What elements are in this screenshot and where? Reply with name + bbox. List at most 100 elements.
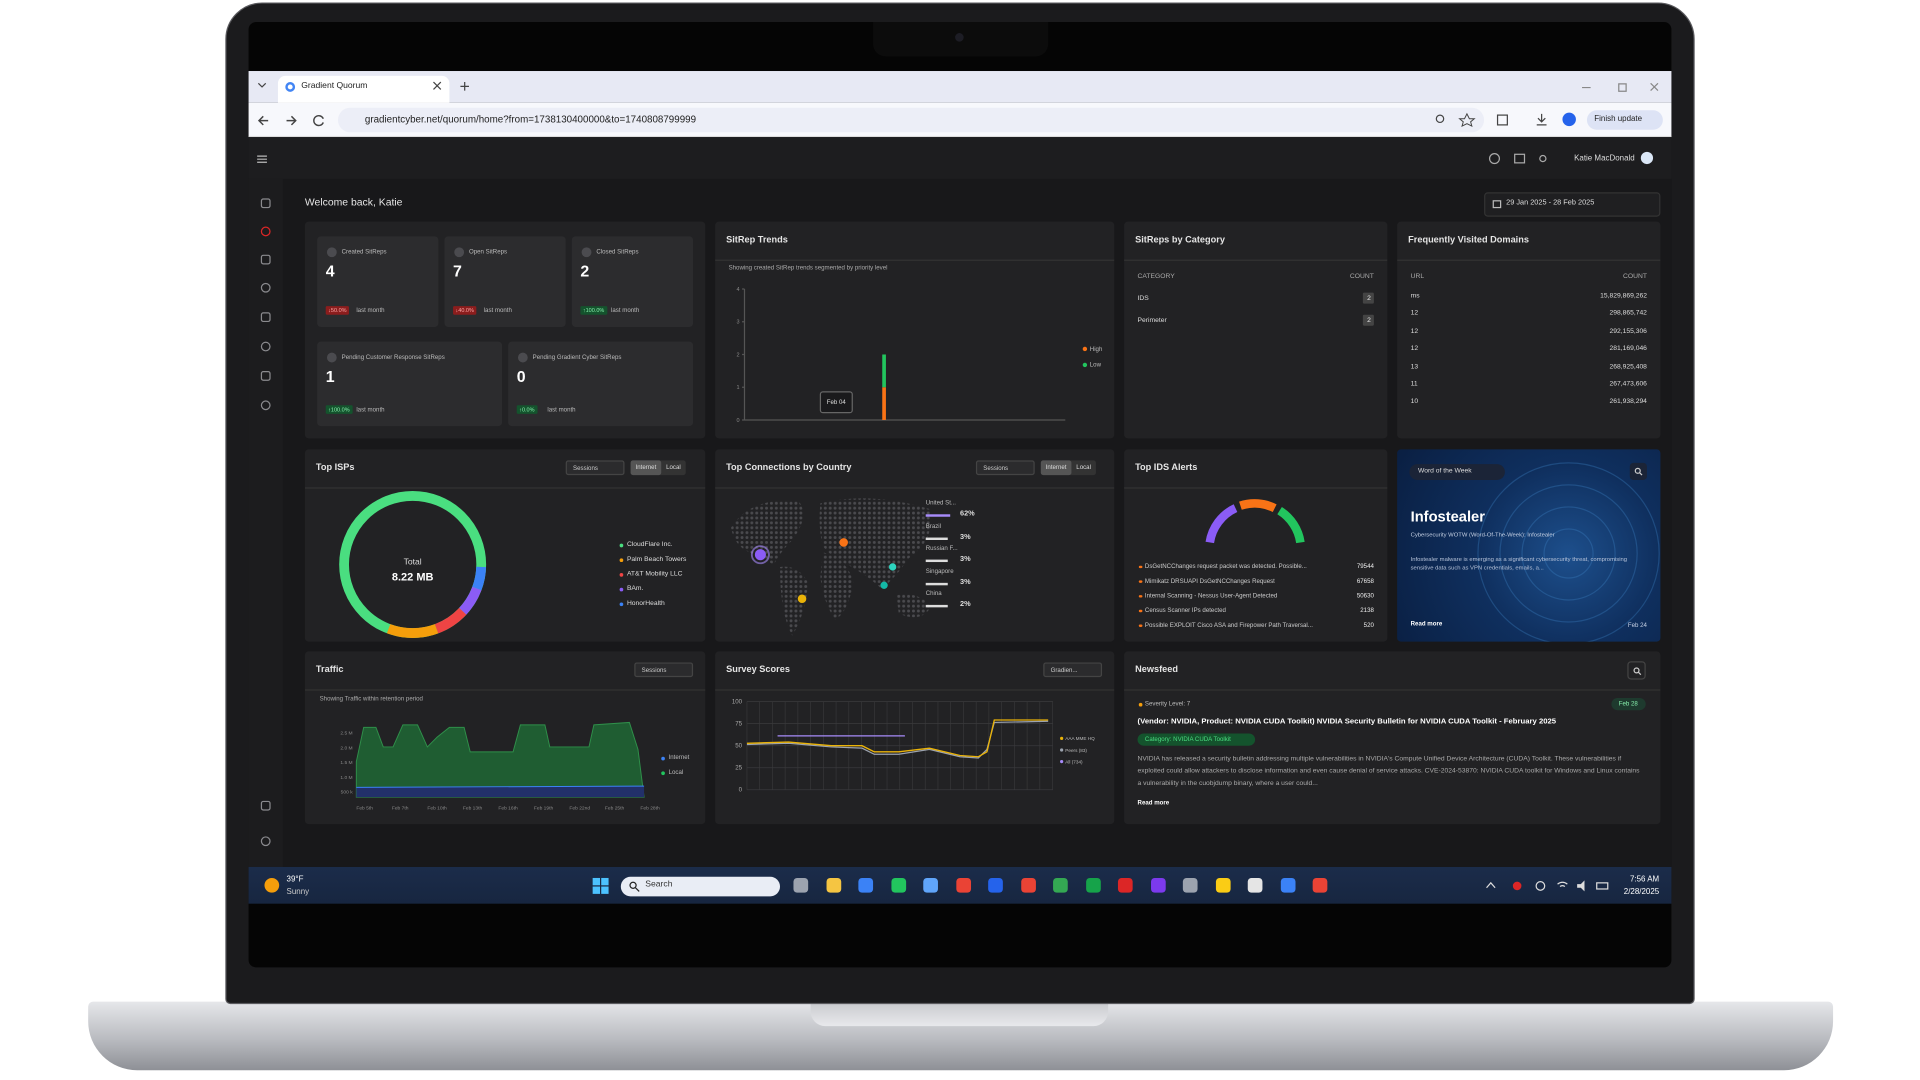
taskbar-app[interactable] bbox=[890, 877, 906, 893]
taskbar-app[interactable] bbox=[858, 877, 874, 893]
graphic bbox=[797, 594, 807, 604]
omnibox[interactable] bbox=[337, 107, 1485, 133]
sidebar-icon[interactable] bbox=[260, 282, 271, 293]
toolbar-icons bbox=[1435, 112, 1547, 128]
taskbar-app[interactable] bbox=[1020, 877, 1036, 893]
graphic bbox=[1512, 881, 1522, 891]
read-more[interactable]: Read more bbox=[1137, 799, 1170, 807]
search-icon bbox=[1634, 467, 1643, 476]
date-picker[interactable] bbox=[1484, 192, 1661, 217]
stat-period: last month bbox=[483, 307, 512, 315]
panel-subtitle: Showing Traffic within retention period bbox=[319, 695, 423, 703]
taskbar-app[interactable] bbox=[988, 877, 1003, 893]
new-tab[interactable] bbox=[460, 82, 469, 91]
sidebar-icon[interactable] bbox=[260, 312, 271, 323]
sidebar-icon[interactable] bbox=[260, 400, 271, 411]
toggle-option[interactable]: Internet bbox=[630, 460, 662, 476]
divider bbox=[715, 259, 1115, 261]
panel-title: Top IDS Alerts bbox=[1135, 461, 1198, 473]
active-tab[interactable] bbox=[277, 75, 450, 103]
taskbar-app[interactable] bbox=[825, 877, 841, 893]
taskbar-app[interactable] bbox=[1117, 877, 1133, 893]
search-button[interactable] bbox=[1629, 462, 1647, 481]
taskbar-app[interactable] bbox=[793, 877, 809, 893]
taskbar-app[interactable] bbox=[955, 877, 971, 893]
toggle-option[interactable]: Local bbox=[666, 464, 681, 472]
alert-name: Internal Scanning - Nessus User-Agent De… bbox=[1144, 592, 1278, 601]
sidebar-icon[interactable] bbox=[260, 800, 271, 811]
toggle[interactable]: Internet Local bbox=[630, 460, 686, 476]
graphic bbox=[592, 877, 601, 886]
taskbar-app[interactable] bbox=[1247, 877, 1263, 893]
dropdown[interactable]: Sessions bbox=[565, 460, 625, 476]
search-box[interactable] bbox=[620, 876, 781, 897]
word-panel: Word of the Week Infostealer Cybersecuri… bbox=[1397, 449, 1661, 642]
domain-url: 12 bbox=[1410, 345, 1419, 353]
domain-url: ms bbox=[1410, 292, 1420, 301]
country-bar bbox=[925, 559, 948, 563]
stat-period: last month bbox=[356, 406, 385, 414]
legend-label: All (734) bbox=[1065, 759, 1083, 764]
sidebar-icon[interactable] bbox=[260, 226, 271, 237]
taskbar-app[interactable] bbox=[1215, 877, 1231, 893]
tab-search bbox=[257, 82, 267, 88]
domain-url: 12 bbox=[1410, 310, 1419, 318]
stat-period: last month bbox=[356, 307, 385, 315]
country-name: United St... bbox=[925, 499, 957, 507]
taskbar-app[interactable] bbox=[1280, 877, 1295, 893]
sidebar-icon[interactable] bbox=[260, 371, 271, 381]
x-tick-label: Feb 22nd bbox=[569, 804, 591, 811]
sidebar-icon[interactable] bbox=[260, 198, 271, 209]
legend-dot bbox=[619, 601, 624, 606]
taskbar-app[interactable] bbox=[1053, 877, 1068, 893]
dropdown[interactable]: Sessions bbox=[634, 662, 694, 678]
domain-count: 15,829,869,262 bbox=[1600, 292, 1647, 301]
graphic bbox=[356, 785, 645, 788]
toggle-option[interactable]: Internet bbox=[1040, 460, 1072, 476]
clock-date: 2/28/2025 bbox=[1623, 887, 1660, 897]
search-button[interactable] bbox=[1627, 661, 1646, 680]
tray-icons bbox=[1486, 880, 1609, 892]
graphic bbox=[1488, 153, 1501, 165]
domains-panel: Frequently Visited Domains URL COUNT ms 1… bbox=[1397, 221, 1661, 439]
badge bbox=[1409, 464, 1505, 481]
graphic bbox=[754, 549, 766, 561]
sidebar-icon[interactable] bbox=[260, 836, 271, 847]
menu-icon[interactable] bbox=[257, 155, 267, 163]
sidebar-icon[interactable] bbox=[260, 254, 271, 265]
dropdown[interactable]: Gradien... bbox=[1043, 662, 1103, 678]
taskbar-app[interactable] bbox=[1085, 877, 1101, 893]
graphic bbox=[1496, 114, 1508, 126]
legend-dot bbox=[1082, 362, 1088, 368]
graphic bbox=[1582, 82, 1659, 92]
tag: Category: NVIDIA CUDA Toolkit bbox=[1144, 735, 1231, 744]
stat-card: Open SitReps 7 ↓40.0% last month bbox=[444, 236, 566, 327]
toggle[interactable]: Internet Local bbox=[1040, 460, 1096, 476]
country-bar bbox=[925, 536, 948, 540]
x-tick-label: Feb 19th bbox=[533, 804, 554, 811]
toggle-option[interactable]: Local bbox=[1076, 464, 1091, 472]
stats-panel: Created SitReps 4 ↓50.0% last month Open Sit… bbox=[304, 221, 706, 439]
start-button[interactable] bbox=[592, 877, 609, 894]
panel-title: Top Connections by Country bbox=[726, 461, 852, 473]
dropdown[interactable]: Sessions bbox=[975, 460, 1035, 476]
update-button[interactable] bbox=[1586, 110, 1663, 130]
welcome: Welcome back, Katie bbox=[304, 195, 403, 209]
total-value: 8.22 MB bbox=[391, 570, 434, 583]
alert-dot bbox=[1138, 623, 1142, 627]
read-more[interactable]: Read more bbox=[1410, 620, 1443, 629]
tab-close[interactable] bbox=[433, 81, 442, 90]
sidebar-icon[interactable] bbox=[260, 341, 271, 352]
divider bbox=[304, 689, 706, 691]
survey-panel: Survey Scores Gradien... 0 25 50 75 100 AAA M… bbox=[715, 651, 1115, 825]
taskbar-app[interactable] bbox=[1312, 877, 1328, 893]
stat-period: last month bbox=[611, 307, 640, 315]
taskbar-app[interactable] bbox=[1182, 877, 1198, 893]
avatar[interactable] bbox=[1640, 151, 1654, 165]
stat-icon bbox=[517, 352, 528, 363]
taskbar-app[interactable] bbox=[923, 877, 938, 893]
taskbar-app[interactable] bbox=[1150, 877, 1166, 893]
graphic bbox=[1637, 671, 1642, 676]
alert-count: 79544 bbox=[1356, 563, 1374, 571]
category-count: 2 bbox=[1367, 295, 1371, 303]
